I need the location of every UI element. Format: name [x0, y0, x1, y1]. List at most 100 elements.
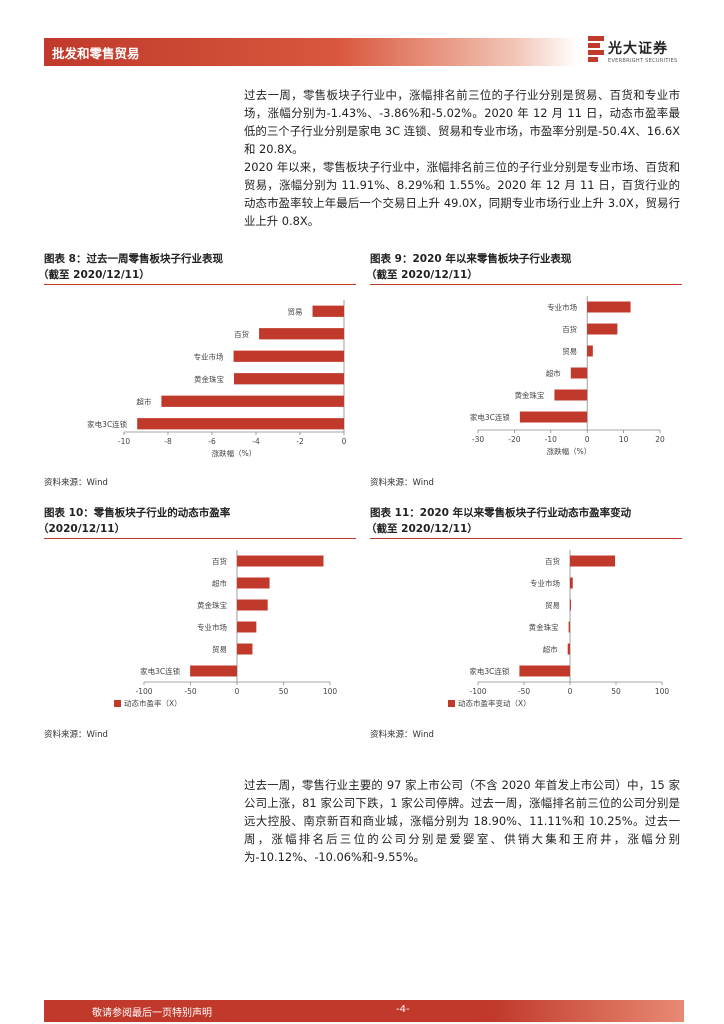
category-label: 家电3C连锁	[470, 412, 511, 422]
logo-chinese-name: 光大证券	[608, 41, 668, 57]
category-label: 超市	[136, 396, 151, 406]
x-tick-label: 0	[235, 687, 240, 696]
bar	[233, 350, 344, 362]
bar	[554, 389, 588, 401]
figure-8-source: 资料来源：Wind	[44, 478, 108, 488]
x-tick-label: -10	[545, 435, 557, 444]
figure-9-rule	[370, 284, 682, 285]
bar	[570, 577, 573, 589]
x-tick-label: 100	[655, 687, 670, 696]
footer-bar	[44, 1000, 684, 1022]
x-tick-label: 0	[568, 687, 573, 696]
category-label: 百货	[562, 324, 577, 334]
bar	[570, 555, 616, 567]
legend-label: 动态市盈率（X）	[124, 698, 182, 708]
x-tick-label: -100	[135, 687, 152, 696]
x-tick-label: -4	[252, 437, 260, 446]
figure-8-title: 图表 8：过去一周零售板块子行业表现	[44, 253, 223, 265]
figure-10-title: 图表 10：零售板块子行业的动态市盈率	[44, 507, 231, 519]
category-label: 黄金珠宝	[529, 622, 559, 632]
figure-8-subtitle: （截至 2020/12/11）	[38, 269, 150, 281]
category-label: 专业市场	[530, 578, 560, 588]
figure-11-subtitle: （截至 2020/12/11）	[366, 523, 478, 535]
bar	[312, 305, 344, 317]
category-label: 黄金珠宝	[194, 374, 224, 384]
bar	[587, 301, 631, 313]
category-label: 贸易	[545, 600, 560, 610]
category-label: 超市	[546, 368, 561, 378]
bar	[587, 323, 618, 335]
category-label: 黄金珠宝	[197, 600, 227, 610]
chart-dynamic-pe: -100 -50 0 50 100 百货超市黄金珠宝专业市场贸易家电3C连锁动态市盈率（X…	[114, 550, 338, 708]
figure-11-source: 资料来源：Wind	[370, 730, 434, 740]
category-label: 专业市场	[197, 622, 227, 632]
category-label: 专业市场	[194, 351, 224, 361]
figure-10-source: 资料来源：Wind	[44, 730, 108, 740]
bar	[570, 599, 571, 611]
figure-10-rule	[44, 538, 356, 539]
x-tick-label: -100	[469, 687, 486, 696]
logo-english-name: EVERBRIGHT SECURITIES	[608, 58, 678, 64]
bar	[161, 395, 344, 407]
header-bar	[44, 38, 578, 66]
broker-logo: 光大证券 EVERBRIGHT SECURITIES	[588, 36, 684, 70]
bar	[587, 345, 593, 357]
x-tick-label: 0	[342, 437, 347, 446]
x-tick-label: 50	[279, 687, 289, 696]
bar	[137, 418, 344, 430]
category-label: 黄金珠宝	[514, 390, 544, 400]
page-number: -4-	[396, 1004, 410, 1015]
x-tick-label: -50	[184, 687, 196, 696]
category-label: 专业市场	[547, 302, 577, 312]
x-axis-label: 涨跌幅（%）	[212, 448, 257, 458]
figure-9-source: 资料来源：Wind	[370, 478, 434, 488]
figure-9-title: 图表 9：2020 年以来零售板块子行业表现	[370, 253, 572, 265]
chart-dynamic-pe-change: -100 -50 0 50 100 百货专业市场贸易黄金珠宝超市家电3C连锁动态市盈率变动…	[448, 550, 670, 708]
x-tick-label: 50	[611, 687, 621, 696]
bar	[519, 411, 588, 423]
paragraph-ytd-summary: 2020 年以来，零售板块子行业中，涨幅排名前三位的子行业分别是专业市场、百货和…	[244, 160, 680, 228]
bar	[567, 643, 570, 655]
category-label: 百货	[234, 329, 249, 339]
x-tick-label: -30	[472, 435, 484, 444]
figure-9-subtitle: （截至 2020/12/11）	[366, 269, 478, 281]
footer-disclaimer: 敬请参阅最后一页特别声明	[92, 1008, 212, 1019]
legend-label: 动态市盈率变动（X）	[458, 698, 531, 708]
bar	[237, 599, 268, 611]
x-tick-label: 20	[655, 435, 665, 444]
x-tick-label: -50	[518, 687, 530, 696]
x-axis-label: 涨跌幅（%）	[547, 446, 592, 456]
bar	[519, 665, 570, 677]
x-tick-label: -6	[208, 437, 216, 446]
bar	[237, 621, 257, 633]
x-tick-label: -8	[164, 437, 172, 446]
category-label: 百货	[212, 556, 227, 566]
x-tick-label: -20	[508, 435, 520, 444]
bar	[190, 665, 237, 677]
bar	[570, 367, 588, 379]
bar	[234, 373, 344, 385]
x-tick-label: 0	[585, 435, 590, 444]
x-tick-label: 10	[619, 435, 629, 444]
category-label: 贸易	[212, 644, 227, 654]
category-label: 超市	[212, 578, 227, 588]
legend-swatch	[448, 700, 455, 707]
figure-11-title: 图表 11：2020 年以来零售板块子行业动态市盈率变动	[370, 507, 632, 519]
category-label: 贸易	[562, 346, 577, 356]
bar	[237, 577, 270, 589]
bar	[237, 643, 253, 655]
category-label: 百货	[545, 556, 560, 566]
x-tick-label: 100	[323, 687, 338, 696]
category-label: 超市	[543, 644, 558, 654]
section-title: 批发和零售贸易	[52, 46, 140, 61]
category-label: 家电3C连锁	[469, 666, 510, 676]
bar	[568, 621, 570, 633]
bar	[237, 555, 324, 567]
category-label: 家电3C连锁	[87, 419, 128, 429]
paragraph-company-summary: 过去一周，零售行业主要的 97 家上市公司（不含 2020 年首发上市公司）中，…	[244, 778, 680, 864]
bar	[259, 328, 344, 340]
figure-11-rule	[370, 538, 682, 539]
x-tick-label: -10	[118, 437, 130, 446]
